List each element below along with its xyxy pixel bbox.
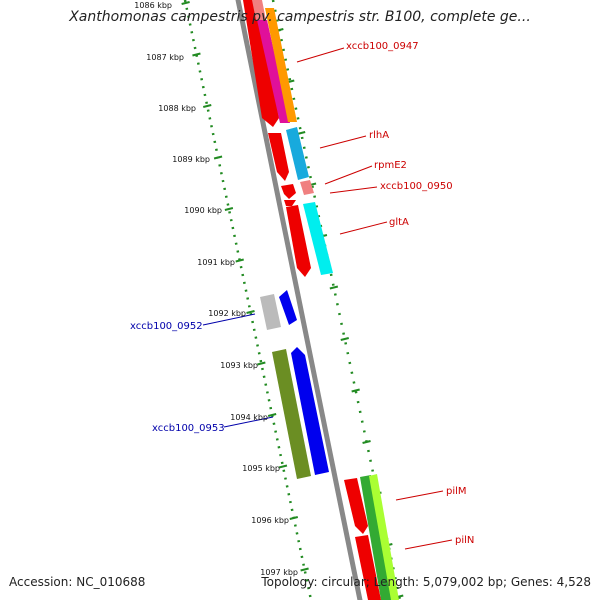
ruler-dotted-line <box>183 0 313 600</box>
gene-label-gltA[interactable]: gltA <box>389 217 409 228</box>
ruler-tick <box>213 155 223 160</box>
gene-block-rlhA-blue[interactable] <box>286 127 309 180</box>
ruler-label: 1087 kbp <box>146 53 184 62</box>
ruler-tick <box>203 104 212 108</box>
gene-block-0953-olive[interactable] <box>272 349 311 479</box>
ruler-label: 1095 kbp <box>242 464 280 473</box>
gene-block-gltA-cyan[interactable] <box>303 202 333 275</box>
gene-block-pilM-lime[interactable] <box>369 474 399 600</box>
gene-block-pilN-red[interactable] <box>355 535 381 600</box>
gene-label-xccb100_0953[interactable]: xccb100_0953 <box>152 423 225 434</box>
gene-block-0952-blue[interactable] <box>279 290 297 325</box>
ruler-labels: 1086 kbp 1087 kbp 1088 kbp 1089 kbp 1090… <box>134 1 298 577</box>
ruler-tick <box>224 207 234 211</box>
ruler-label: 1092 kbp <box>208 309 246 318</box>
ruler-label: 1091 kbp <box>197 258 235 267</box>
gene-block-pilM-green[interactable] <box>360 475 392 600</box>
gene-block-pilM-red[interactable] <box>344 478 368 534</box>
gene-block-gltA-red[interactable] <box>286 205 311 277</box>
genome-summary-text: Topology: circular; Length: 5,079,002 bp… <box>261 575 591 589</box>
gene-labels: xccb100_0947 rlhA rpmE2 xccb100_0950 glt… <box>130 41 474 546</box>
inner-tick <box>351 388 360 393</box>
ruler-tick <box>257 361 266 366</box>
ruler-tick <box>278 464 288 469</box>
ruler-label: 1090 kbp <box>184 206 222 215</box>
gene-block-0947-pink[interactable] <box>252 0 266 20</box>
gene-label-xccb100_0947[interactable]: xccb100_0947 <box>346 41 419 52</box>
gene-block-0953-blue[interactable] <box>291 347 329 475</box>
ruler-label: 1096 kbp <box>251 516 289 525</box>
ruler-tick <box>235 258 244 263</box>
gene-label-rlhA[interactable]: rlhA <box>369 130 389 141</box>
ruler-label: 1088 kbp <box>158 104 196 113</box>
gene-label-xccb100_0950[interactable]: xccb100_0950 <box>380 181 453 192</box>
gene-block-rlhA-red[interactable] <box>268 133 289 181</box>
gene-label-rpmE2[interactable]: rpmE2 <box>374 160 407 171</box>
gene-block-rpmE2[interactable] <box>281 184 296 199</box>
gene-block-0947-magenta[interactable] <box>257 20 290 123</box>
accession-text: Accession: NC_010688 <box>9 575 146 589</box>
ruler-label: 1093 kbp <box>220 361 258 370</box>
ruler-ticks <box>181 1 309 572</box>
gene-block-0952-gray[interactable] <box>260 294 281 330</box>
ruler-label: 1086 kbp <box>134 1 172 10</box>
ruler-label: 1097 kbp <box>260 568 298 577</box>
gene-block-0950-pink[interactable] <box>300 180 314 195</box>
inner-tick <box>340 337 349 341</box>
gene-block-0947-red[interactable] <box>243 0 279 127</box>
genome-title: Xanthomonas campestris pv. campestris st… <box>69 9 531 25</box>
ruler-tick <box>181 1 190 5</box>
genome-backbone <box>235 0 363 600</box>
ruler-tick <box>246 310 255 314</box>
gene-label-pilN[interactable]: pilN <box>455 535 474 546</box>
inner-tick <box>329 285 339 290</box>
gene-block-0947-orange[interactable] <box>265 8 297 122</box>
ruler-label: 1094 kbp <box>230 413 268 422</box>
gene-label-pilM[interactable]: pilM <box>446 486 467 497</box>
gene-label-xccb100_0952[interactable]: xccb100_0952 <box>130 321 203 332</box>
ruler-tick <box>300 567 309 572</box>
label-leader-lines <box>202 47 453 550</box>
ruler-tick <box>192 52 201 57</box>
gene-block-small-red[interactable] <box>284 200 296 206</box>
ruler-tick <box>267 413 277 417</box>
feature-track <box>243 0 399 600</box>
ruler-label: 1089 kbp <box>172 155 210 164</box>
inner-tick <box>362 440 371 444</box>
ruler-tick <box>289 516 299 520</box>
